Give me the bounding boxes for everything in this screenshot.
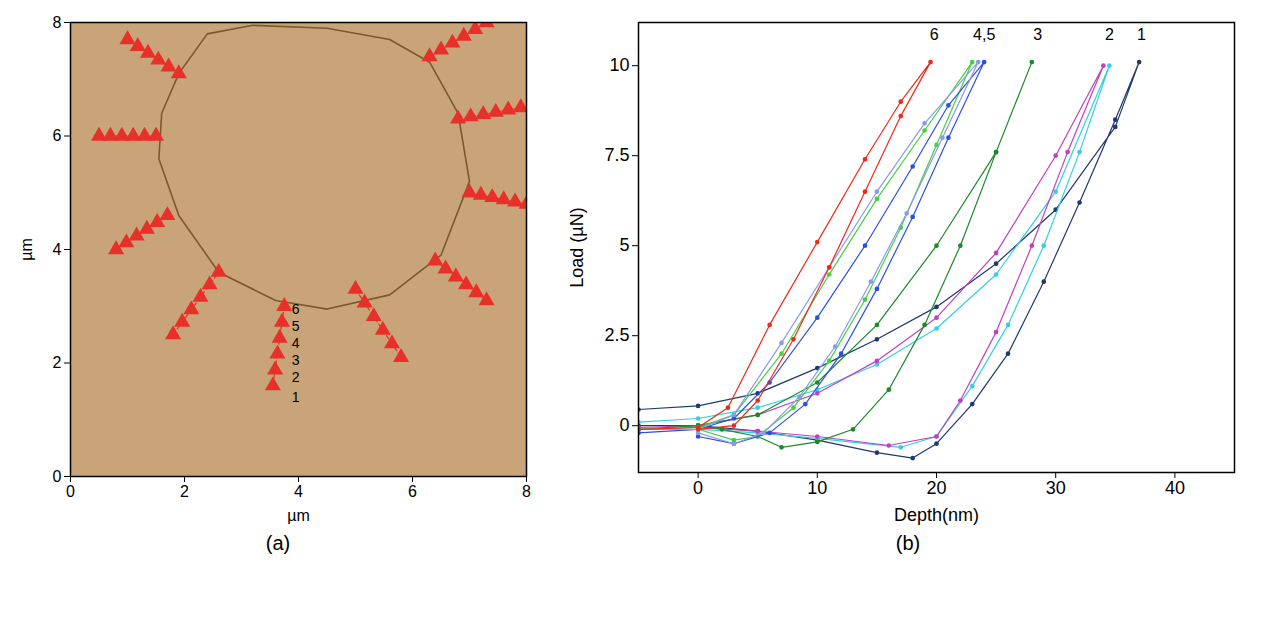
svg-text:4,5: 4,5 <box>973 26 995 43</box>
svg-text:0: 0 <box>619 415 629 435</box>
svg-text:20: 20 <box>926 478 946 498</box>
svg-text:2: 2 <box>180 483 189 500</box>
svg-text:6: 6 <box>53 127 62 144</box>
svg-text:1: 1 <box>1137 26 1146 43</box>
svg-text:Depth(nm): Depth(nm) <box>894 505 979 525</box>
svg-text:30: 30 <box>1046 478 1066 498</box>
svg-text:0: 0 <box>66 483 75 500</box>
svg-text:µm: µm <box>287 507 310 524</box>
svg-text:7.5: 7.5 <box>604 145 629 165</box>
svg-text:0: 0 <box>693 478 703 498</box>
svg-text:0: 0 <box>53 468 62 485</box>
svg-text:5: 5 <box>292 318 300 334</box>
svg-text:3: 3 <box>1033 26 1042 43</box>
svg-text:6: 6 <box>930 26 939 43</box>
svg-text:Load (µN): Load (µN) <box>567 207 587 287</box>
svg-text:2: 2 <box>53 354 62 371</box>
html-text:(a): (a) <box>265 532 291 554</box>
svg-text:µm: µm <box>18 238 35 261</box>
svg-text:6: 6 <box>292 301 300 317</box>
svg-text:4: 4 <box>53 241 62 258</box>
svg-text:40: 40 <box>1165 478 1185 498</box>
svg-text:2: 2 <box>292 369 300 385</box>
svg-text:8: 8 <box>522 483 531 500</box>
svg-text:6: 6 <box>408 483 417 500</box>
svg-text:5: 5 <box>619 235 629 255</box>
svg-text:4: 4 <box>292 335 300 351</box>
svg-text:2.5: 2.5 <box>604 325 629 345</box>
html-text:(b): (b) <box>895 532 921 554</box>
svg-text:1: 1 <box>292 389 300 405</box>
svg-text:4: 4 <box>294 483 303 500</box>
svg-text:3: 3 <box>292 352 300 368</box>
svg-text:8: 8 <box>53 14 62 31</box>
svg-text:10: 10 <box>807 478 827 498</box>
svg-text:2: 2 <box>1105 26 1114 43</box>
svg-text:10: 10 <box>609 55 629 75</box>
